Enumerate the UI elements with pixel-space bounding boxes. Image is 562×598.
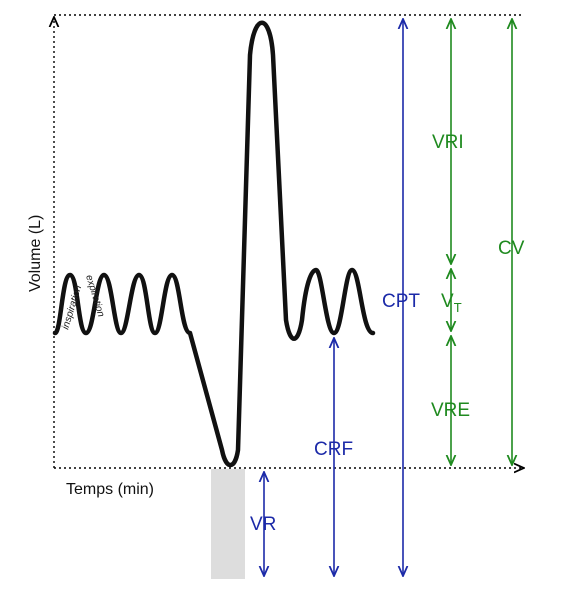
residual-volume-box (211, 469, 245, 579)
vt-label: VT (441, 291, 462, 315)
spirometry-trace (52, 20, 376, 468)
vt-label-sub: T (454, 300, 462, 315)
crf-label: CRF (314, 439, 353, 460)
expiration-label: expiration (83, 274, 106, 319)
y-axis-label: Volume (L) (27, 215, 44, 292)
cv-label: CV (498, 238, 525, 259)
x-axis-label: Temps (min) (66, 481, 154, 498)
vr-label: VR (250, 514, 276, 535)
cpt-label: CPT (382, 291, 420, 312)
vre-label: VRE (431, 400, 470, 421)
vri-label: VRI (432, 132, 464, 153)
vt-label-main: V (441, 291, 454, 312)
